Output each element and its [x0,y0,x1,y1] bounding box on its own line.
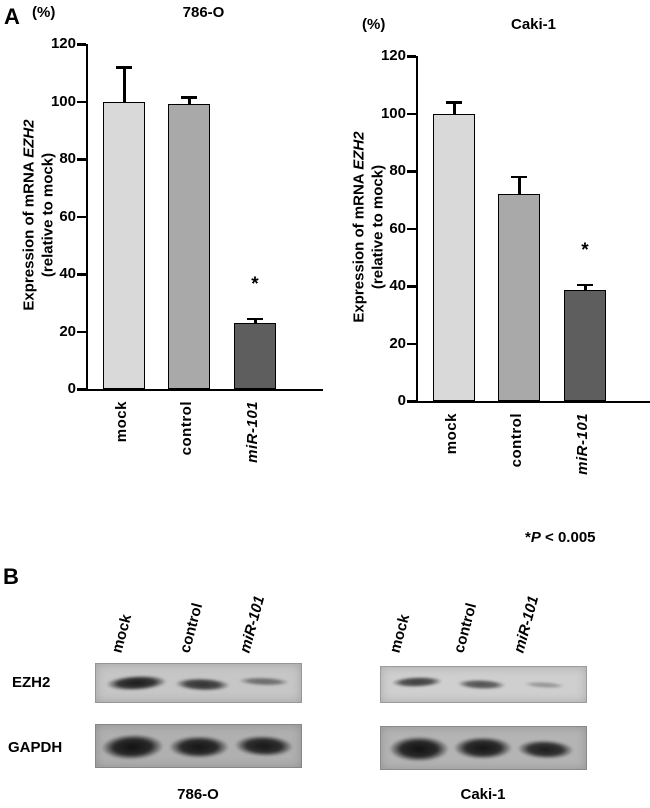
y-tick-mark-120 [407,55,416,58]
y-tick-label-100: 100 [380,104,406,122]
band-ezh2-caki1-miR-101 [516,679,572,691]
y-tick-label-60: 60 [59,207,76,225]
y-tick-label-0: 0 [397,392,406,409]
plot-area: * [416,56,650,403]
chart-title: 786-O [182,4,225,21]
y-tick-label-120: 120 [380,47,406,64]
y-tick-label-40: 40 [389,277,406,294]
y-tick-mark-40 [77,273,86,276]
blot-ezh2-786o [95,663,302,703]
y-tick-mark-40 [407,285,416,288]
footnote-p-symbol: P [530,529,541,546]
cell-line-label-786-O: 786-O [177,786,219,803]
y-unit-label: (%) [362,16,386,33]
error-bar-line-mock [453,102,456,114]
y-tick-label-20: 20 [389,334,406,352]
bar-mock [103,101,145,389]
band-ezh2-786o-miR-101 [230,675,298,689]
y-tick-mark-20 [407,342,416,345]
plot-area: * [86,44,323,391]
bar-chart-caki1: (%) Caki-1 Expression of mRNA EZH2 (relativ… [348,16,650,521]
error-bar-line-mock [123,67,126,102]
band-gapdh-caki1-miR-101 [507,736,585,764]
y-tick-mark-120 [77,43,86,46]
bar-miR-101 [564,290,606,401]
band-gapdh-786o-miR-101 [224,730,304,762]
y-tick-mark-100 [407,112,416,115]
y-tick-mark-100 [77,100,86,103]
lane-label-control-caki1: control [450,601,481,655]
lane-label-miR-101-786o: miR-101 [236,593,269,655]
y-tick-label-20: 20 [59,322,76,340]
x-category-label-miR-101: miR-101 [574,413,591,475]
x-category-label-mock: mock [443,413,460,455]
lane-label-control-786o: control [176,601,207,655]
y-tick-mark-0 [407,400,416,403]
y-tick-label-80: 80 [59,150,76,167]
error-bar-cap-mock [446,101,462,104]
bar-control [498,194,540,401]
band-ezh2-786o-control [165,674,239,694]
significance-footnote: *P < 0.005 [500,512,596,563]
y-unit-label: (%) [32,4,56,21]
lane-label-mock-caki1: mock [386,612,414,655]
y-tick-mark-60 [407,227,416,230]
bar-mock [433,113,475,401]
error-bar-line-miR-101 [584,284,587,291]
error-bar-cap-control [511,175,527,179]
significance-marker-miR-101: * [581,239,589,261]
x-category-label-miR-101: miR-101 [244,401,261,463]
x-category-label-control: control [508,413,525,468]
blot-ezh2-caki1 [380,666,587,703]
blot-row-label-EZH2: EZH2 [12,674,51,691]
y-tick-label-100: 100 [50,92,76,110]
error-bar-line-control [188,97,191,105]
error-bar-cap-miR-101 [577,283,593,287]
error-bar-line-control [518,176,521,194]
blot-gapdh-786o [90,724,304,768]
x-category-label-control: control [178,401,195,456]
blot-row-label-GAPDH: GAPDH [8,739,63,756]
bar-chart-786o: (%) 786-O Expression of mRNA EZH2 (relative… [18,4,330,509]
footnote-star: * [525,529,531,546]
y-tick-label-40: 40 [59,265,76,282]
blot-gapdh-caki1 [378,726,587,770]
significance-marker-miR-101: * [251,273,259,295]
y-tick-label-0: 0 [67,380,76,397]
error-bar-cap-miR-101 [247,317,263,321]
y-tick-mark-80 [407,170,416,173]
error-bar-line-miR-101 [254,318,257,323]
y-tick-mark-0 [77,388,86,391]
band-ezh2-caki1-mock [382,673,452,691]
y-tick-mark-20 [77,330,86,333]
y-tick-label-80: 80 [389,162,406,179]
y-axis-label-prefix: Expression of mRNA [20,157,38,311]
lane-label-miR-101-caki1: miR-101 [510,593,543,655]
panel-a-label: A [4,4,20,29]
x-category-label-mock: mock [113,401,130,443]
chart-title: Caki-1 [510,16,557,33]
band-ezh2-caki1-control [448,676,514,692]
y-tick-mark-80 [77,158,86,161]
bar-miR-101 [234,322,276,389]
lane-label-mock-786o: mock [108,612,136,655]
band-ezh2-786o-mock [95,671,177,695]
error-bar-cap-control [181,96,197,99]
y-tick-label-60: 60 [389,219,406,237]
y-tick-label-120: 120 [50,35,76,52]
y-tick-mark-60 [77,215,86,218]
bar-control [168,104,210,389]
panel-b-label: B [3,564,19,589]
y-axis-label-prefix: Expression of mRNA [350,169,368,323]
error-bar-cap-mock [116,66,132,69]
cell-line-label-Caki-1: Caki-1 [460,786,506,803]
footnote-comparison: < 0.005 [540,529,596,546]
